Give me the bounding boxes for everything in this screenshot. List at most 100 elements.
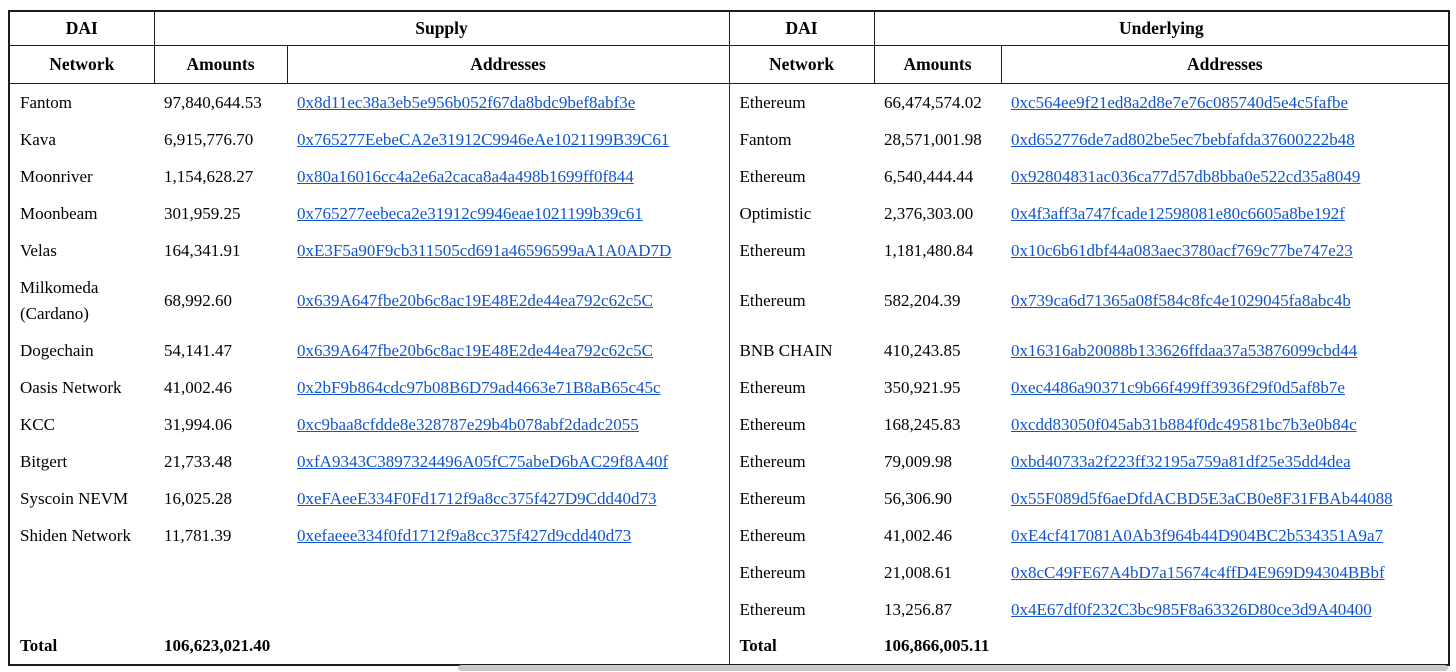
address-cell: 0xE4cf417081A0Ab3f964b44D904BC2b534351A9… [1001,517,1449,554]
address-link[interactable]: 0x2bF9b864cdc97b08B6D79ad4663e71B8aB65c4… [297,377,661,397]
table-row: Moonbeam 301,959.25 0x765277eebeca2e31912c… [9,195,1449,232]
address-cell: 0xc9baa8cfdde8e328787e29b4b078abf2dadc20… [287,406,730,443]
amount-cell: 41,002.46 [164,377,232,397]
address-cell [287,591,730,628]
network-cell: Moonbeam [20,203,98,223]
network-cell: Ethereum [739,599,806,619]
address-link[interactable]: 0xd652776de7ad802be5ec7bebfafda37600222b… [1011,129,1355,149]
address-link[interactable]: 0x765277eebeca2e31912c9946eae1021199b39c… [297,203,643,223]
right-total-address-empty [1001,628,1449,665]
network-cell: Fantom [20,92,72,112]
address-link[interactable]: 0xE4cf417081A0Ab3f964b44D904BC2b534351A9… [1011,525,1384,545]
address-link[interactable]: 0x4E67df0f232C3bc985F8a63326D80ce3d9A404… [1011,599,1372,619]
table-row: Moonriver 1,154,628.27 0x80a16016cc4a2e6a2… [9,158,1449,195]
amount-cell: 1,154,628.27 [164,166,254,186]
address-link[interactable]: 0x80a16016cc4a2e6a2caca8a4a498b1699ff0f8… [297,166,634,186]
left-total-address-empty [287,628,730,665]
left-col-header-network: Network [8,45,155,84]
network-cell: Velas [20,240,57,260]
address-cell: 0x55F089d5f6aeDfdACBD5E3aCB0e8F31FBAb440… [1001,480,1449,517]
left-col-header-addresses: Addresses [286,45,730,84]
address-cell: 0xc564ee9f21ed8a2d8e7e76c085740d5e4c5faf… [1001,84,1449,122]
right-col-header-amounts: Amounts [873,45,1002,84]
network-cell: Syscoin NEVM [20,488,129,508]
network-cell: Ethereum [739,166,806,186]
address-link[interactable]: 0xec4486a90371c9b66f499ff3936f29f0d5af8b… [1011,377,1345,397]
bridged-dai-table-container: DAI Supply DAI Underlying Network Amount… [8,10,1451,666]
address-link[interactable]: 0x639A647fbe20b6c8ac19E48E2de44ea792c62c… [297,340,653,360]
dai-supply-underlying-table: DAI Supply DAI Underlying Network Amount… [8,10,1451,666]
network-cell: Shiden Network [20,525,131,545]
address-cell: 0xfA9343C3897324496A05fC75abeD6bAC29f8A4… [287,443,730,480]
amount-cell: 16,025.28 [164,488,232,508]
left-col-header-amounts: Amounts [153,45,288,84]
address-cell: 0x639A647fbe20b6c8ac19E48E2de44ea792c62c… [287,269,730,332]
address-link[interactable]: 0xeFAeeE334F0Fd1712f9a8cc375f427D9Cdd40d… [297,488,657,508]
right-group-header-underlying: Underlying [873,10,1450,46]
address-cell: 0x4E67df0f232C3bc985F8a63326D80ce3d9A404… [1001,591,1449,628]
amount-cell: 11,781.39 [164,525,232,545]
address-link[interactable]: 0x92804831ac036ca77d57db8bba0e522cd35a80… [1011,166,1361,186]
table-row: Ethereum 13,256.87 0x4E67df0f232C3bc985F8a… [9,591,1449,628]
address-link[interactable]: 0x8d11ec38a3eb5e956b052f67da8bdc9bef8abf… [297,92,636,112]
address-cell: 0xE3F5a90F9cb311505cd691a46596599aA1A0AD… [287,232,730,269]
address-cell: 0xcdd83050f045ab31b884f0dc49581bc7b3e0b8… [1001,406,1449,443]
address-cell: 0x639A647fbe20b6c8ac19E48E2de44ea792c62c… [287,332,730,369]
address-link[interactable]: 0xfA9343C3897324496A05fC75abeD6bAC29f8A4… [297,451,669,471]
amount-cell: 41,002.46 [884,525,953,545]
amount-cell: 28,571,001.98 [884,129,982,149]
address-link[interactable]: 0xc564ee9f21ed8a2d8e7e76c085740d5e4c5faf… [1011,92,1349,112]
address-link[interactable]: 0x16316ab20088b133626ffdaa37a53876099cbd… [1011,340,1358,360]
network-cell: Fantom [739,129,792,149]
address-link[interactable]: 0x765277EebeCA2e31912C9946eAe1021199B39C… [297,129,670,149]
address-link[interactable]: 0x10c6b61dbf44a083aec3780acf769c77be747e… [1011,240,1353,260]
amount-cell: 31,994.06 [164,414,232,434]
amount-cell: 79,009.98 [884,451,953,471]
table-row: Milkomeda (Cardano) 68,992.60 0x639A647fbe… [9,269,1449,332]
network-cell: Ethereum [739,414,806,434]
amount-cell: 56,306.90 [884,488,953,508]
network-cell: KCC [20,414,55,434]
horizontal-scrollbar[interactable] [458,665,1448,671]
amount-cell: 2,376,303.00 [884,203,974,223]
amount-cell: 21,008.61 [884,562,953,582]
right-token-title: DAI [728,10,875,46]
address-link[interactable]: 0x639A647fbe20b6c8ac19E48E2de44ea792c62c… [297,290,653,310]
address-cell: 0x10c6b61dbf44a083aec3780acf769c77be747e… [1001,232,1449,269]
amount-cell: 410,243.85 [884,340,961,360]
address-link[interactable]: 0xcdd83050f045ab31b884f0dc49581bc7b3e0b8… [1011,414,1357,434]
table-row: KCC 31,994.06 0xc9baa8cfdde8e328787e29b4b0… [9,406,1449,443]
amount-cell [154,591,287,628]
address-cell: 0x92804831ac036ca77d57db8bba0e522cd35a80… [1001,158,1449,195]
address-link[interactable]: 0x4f3aff3a747fcade12598081e80c6605a8be19… [1011,203,1345,223]
total-row: Total 106,623,021.40 Total 106,866,005.1… [9,628,1449,665]
network-cell: Ethereum [739,290,806,310]
table-row: Bitgert 21,733.48 0xfA9343C3897324496A05fC… [9,443,1449,480]
address-link[interactable]: 0xE3F5a90F9cb311505cd691a46596599aA1A0AD… [297,240,672,260]
amount-cell: 582,204.39 [884,290,961,310]
network-cell: Ethereum [739,562,806,582]
address-cell: 0x765277eebeca2e31912c9946eae1021199b39c… [287,195,730,232]
right-col-header-addresses: Addresses [1000,45,1450,84]
address-link[interactable]: 0x8cC49FE67A4bD7a15674c4ffD4E969D94304BB… [1011,562,1385,582]
amount-cell: 1,181,480.84 [884,240,974,260]
address-link[interactable]: 0xefaeee334f0fd1712f9a8cc375f427d9cdd40d… [297,525,632,545]
table-row: Kava 6,915,776.70 0x765277EebeCA2e31912C99… [9,121,1449,158]
amount-cell: 301,959.25 [164,203,241,223]
amount-cell: 68,992.60 [164,290,232,310]
address-link[interactable]: 0xbd40733a2f223ff32195a759a81df25e35dd4d… [1011,451,1351,471]
table-row: Velas 164,341.91 0xE3F5a90F9cb311505cd691a… [9,232,1449,269]
address-link[interactable]: 0x739ca6d71365a08f584c8fc4e1029045fa8abc… [1011,290,1351,310]
network-cell [9,591,154,628]
address-cell: 0x2bF9b864cdc97b08B6D79ad4663e71B8aB65c4… [287,369,730,406]
network-cell: Milkomeda (Cardano) [20,278,99,323]
address-cell: 0x4f3aff3a747fcade12598081e80c6605a8be19… [1001,195,1449,232]
address-cell: 0x16316ab20088b133626ffdaa37a53876099cbd… [1001,332,1449,369]
group-header-row: DAI Supply DAI Underlying [8,10,1450,46]
right-total-amount: 106,866,005.11 [884,636,990,655]
amount-cell: 168,245.83 [884,414,961,434]
address-link[interactable]: 0x55F089d5f6aeDfdACBD5E3aCB0e8F31FBAb440… [1011,488,1393,508]
right-col-header-network: Network [728,45,875,84]
address-cell: 0x739ca6d71365a08f584c8fc4e1029045fa8abc… [1001,269,1449,332]
address-link[interactable]: 0xc9baa8cfdde8e328787e29b4b078abf2dadc20… [297,414,639,434]
